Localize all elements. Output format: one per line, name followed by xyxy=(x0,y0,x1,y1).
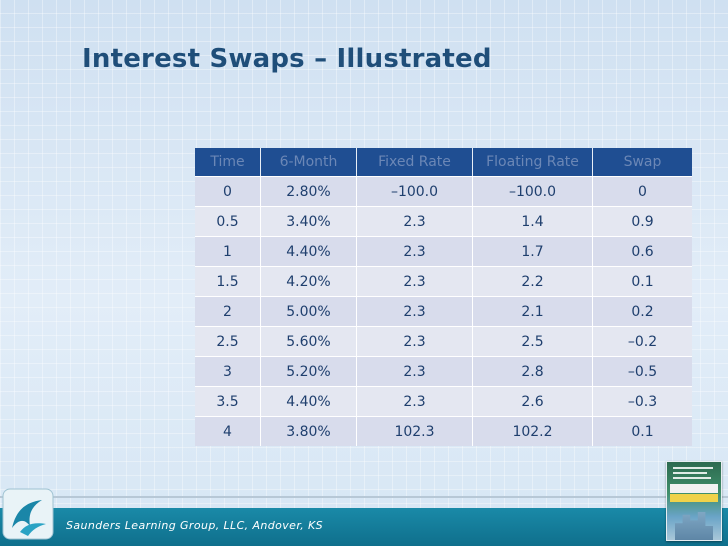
header-swap: Swap xyxy=(593,148,692,176)
footer-divider xyxy=(0,496,728,498)
cell-swap: 0.1 xyxy=(593,266,692,296)
cell-time: 1.5 xyxy=(195,266,261,296)
cell-fixed-rate: 2.3 xyxy=(357,326,473,356)
cell-fixed-rate: 2.3 xyxy=(357,356,473,386)
table-row: 0.5 3.40% 2.3 1.4 0.9 xyxy=(195,206,692,236)
cell-time: 2.5 xyxy=(195,326,261,356)
cell-floating-rate: 1.4 xyxy=(473,206,593,236)
table-row: 0 2.80% –100.0 –100.0 0 xyxy=(195,176,692,206)
header-time: Time xyxy=(195,148,261,176)
cell-fixed-rate: 102.3 xyxy=(357,416,473,446)
cell-swap: –0.3 xyxy=(593,386,692,416)
slide-title: Interest Swaps – Illustrated xyxy=(82,44,492,74)
cell-6-month: 3.40% xyxy=(261,206,357,236)
cell-time: 0.5 xyxy=(195,206,261,236)
cell-6-month: 4.40% xyxy=(261,236,357,266)
cell-floating-rate: 2.6 xyxy=(473,386,593,416)
cell-swap: –0.5 xyxy=(593,356,692,386)
cell-floating-rate: 2.5 xyxy=(473,326,593,356)
cell-time: 3.5 xyxy=(195,386,261,416)
cell-floating-rate: 1.7 xyxy=(473,236,593,266)
cell-swap: –0.2 xyxy=(593,326,692,356)
cell-floating-rate: 2.2 xyxy=(473,266,593,296)
cell-swap: 0 xyxy=(593,176,692,206)
cell-floating-rate: 2.8 xyxy=(473,356,593,386)
cell-6-month: 5.60% xyxy=(261,326,357,356)
table-row: 1 4.40% 2.3 1.7 0.6 xyxy=(195,236,692,266)
cell-6-month: 4.40% xyxy=(261,386,357,416)
table-header-row: Time 6-Month Fixed Rate Floating Rate Sw… xyxy=(195,148,692,176)
cell-time: 0 xyxy=(195,176,261,206)
cell-swap: 0.6 xyxy=(593,236,692,266)
table-row: 4 3.80% 102.3 102.2 0.1 xyxy=(195,416,692,446)
header-6-month: 6-Month xyxy=(261,148,357,176)
cell-fixed-rate: 2.3 xyxy=(357,266,473,296)
swirl-logo-icon xyxy=(2,488,54,540)
cell-fixed-rate: 2.3 xyxy=(357,296,473,326)
header-fixed-rate: Fixed Rate xyxy=(357,148,473,176)
table-row: 2 5.00% 2.3 2.1 0.2 xyxy=(195,296,692,326)
cell-time: 1 xyxy=(195,236,261,266)
table-row: 3 5.20% 2.3 2.8 –0.5 xyxy=(195,356,692,386)
cell-floating-rate: 2.1 xyxy=(473,296,593,326)
cell-floating-rate: 102.2 xyxy=(473,416,593,446)
cell-time: 3 xyxy=(195,356,261,386)
table-row: 1.5 4.20% 2.3 2.2 0.1 xyxy=(195,266,692,296)
footer-credit: Saunders Learning Group, LLC, Andover, K… xyxy=(66,519,324,532)
swap-table-container: Time 6-Month Fixed Rate Floating Rate Sw… xyxy=(195,148,692,446)
cell-6-month: 3.80% xyxy=(261,416,357,446)
cell-fixed-rate: –100.0 xyxy=(357,176,473,206)
cell-swap: 0.9 xyxy=(593,206,692,236)
table-row: 3.5 4.40% 2.3 2.6 –0.3 xyxy=(195,386,692,416)
cell-swap: 0.2 xyxy=(593,296,692,326)
cell-6-month: 2.80% xyxy=(261,176,357,206)
swap-table: Time 6-Month Fixed Rate Floating Rate Sw… xyxy=(195,148,692,446)
cell-floating-rate: –100.0 xyxy=(473,176,593,206)
cell-fixed-rate: 2.3 xyxy=(357,236,473,266)
footer-bar xyxy=(0,508,728,546)
cell-6-month: 4.20% xyxy=(261,266,357,296)
header-floating-rate: Floating Rate xyxy=(473,148,593,176)
table-row: 2.5 5.60% 2.3 2.5 –0.2 xyxy=(195,326,692,356)
cell-fixed-rate: 2.3 xyxy=(357,386,473,416)
cell-fixed-rate: 2.3 xyxy=(357,206,473,236)
cell-time: 4 xyxy=(195,416,261,446)
book-cover-thumbnail xyxy=(666,461,722,541)
cell-swap: 0.1 xyxy=(593,416,692,446)
cell-time: 2 xyxy=(195,296,261,326)
cell-6-month: 5.00% xyxy=(261,296,357,326)
cell-6-month: 5.20% xyxy=(261,356,357,386)
